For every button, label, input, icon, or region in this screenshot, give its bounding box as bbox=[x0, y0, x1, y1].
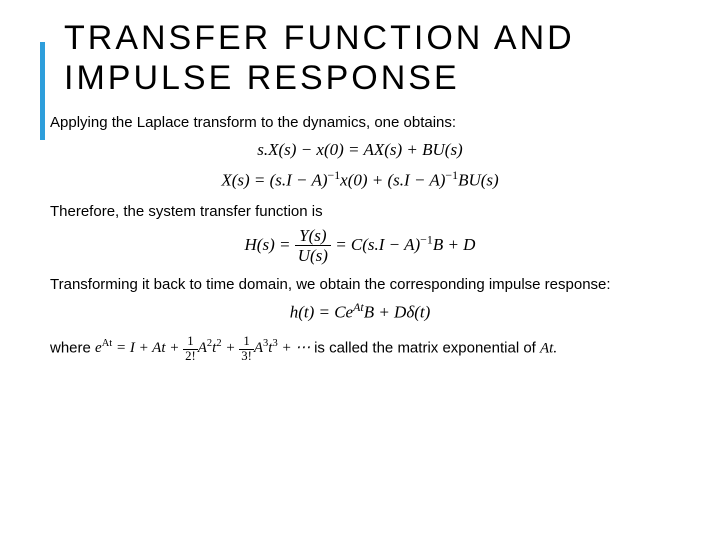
frac-1-2fact: 12! bbox=[183, 335, 198, 363]
impulse-para: Transforming it back to time domain, we … bbox=[50, 276, 670, 293]
exp-rhs-a: = I + At + bbox=[112, 340, 183, 356]
equation-impulse: h(t) = CeAtB + Dδ(t) bbox=[50, 299, 670, 325]
exp-plus1: + bbox=[222, 340, 240, 356]
eq3-num: Y(s) bbox=[295, 226, 331, 247]
equation-laplace-2: X(s) = (s.I − A)−1x(0) + (s.I − A)−1BU(s… bbox=[50, 167, 670, 193]
intro-para: Applying the Laplace transform to the dy… bbox=[50, 114, 670, 131]
eq3-rhs-b: B + D bbox=[433, 235, 476, 254]
matrix-exp-expansion: eAt = I + At + 12!A2t2 + 13!A3t3 + ⋯ bbox=[95, 340, 314, 356]
transfer-para: Therefore, the system transfer function … bbox=[50, 203, 670, 220]
eq4-b: B + Dδ(t) bbox=[364, 303, 431, 322]
eq3-den: U(s) bbox=[295, 246, 331, 266]
page-title: TRANSFER FUNCTION AND IMPULSE RESPONSE bbox=[64, 18, 670, 98]
content-body: Applying the Laplace transform to the dy… bbox=[50, 114, 670, 363]
eq2-mid: x(0) + (s.I − A) bbox=[340, 170, 445, 189]
exp-mid1: A bbox=[198, 340, 207, 356]
exp-mid2: A bbox=[254, 340, 263, 356]
matrix-exp-para: where eAt = I + At + 12!A2t2 + 13!A3t3 +… bbox=[50, 335, 670, 363]
eq3-rhs-a: = C(s.I − A) bbox=[335, 235, 420, 254]
para4-a: where bbox=[50, 339, 95, 356]
exp-dots: + ⋯ bbox=[278, 340, 311, 356]
para4-b: is called the matrix exponential of bbox=[314, 339, 540, 356]
eq2-lhs: X(s) = (s.I − A) bbox=[221, 170, 327, 189]
eq1-text: s.X(s) − x(0) = AX(s) + BU(s) bbox=[257, 140, 462, 159]
exp-lhs: e bbox=[95, 340, 102, 356]
exp-sup: At bbox=[102, 338, 113, 349]
equation-transfer: H(s) = Y(s) U(s) = C(s.I − A)−1B + D bbox=[50, 226, 670, 266]
eq3-fraction: Y(s) U(s) bbox=[295, 226, 331, 266]
eq2-rhs: BU(s) bbox=[458, 170, 499, 189]
equation-laplace-1: s.X(s) − x(0) = AX(s) + BU(s) bbox=[50, 137, 670, 163]
eq4-a: h(t) = Ce bbox=[290, 303, 353, 322]
accent-bar bbox=[40, 42, 45, 140]
para4-c: At bbox=[540, 340, 553, 356]
frac-1-3fact: 13! bbox=[239, 335, 254, 363]
eq3-lhs: H(s) = bbox=[245, 235, 291, 254]
